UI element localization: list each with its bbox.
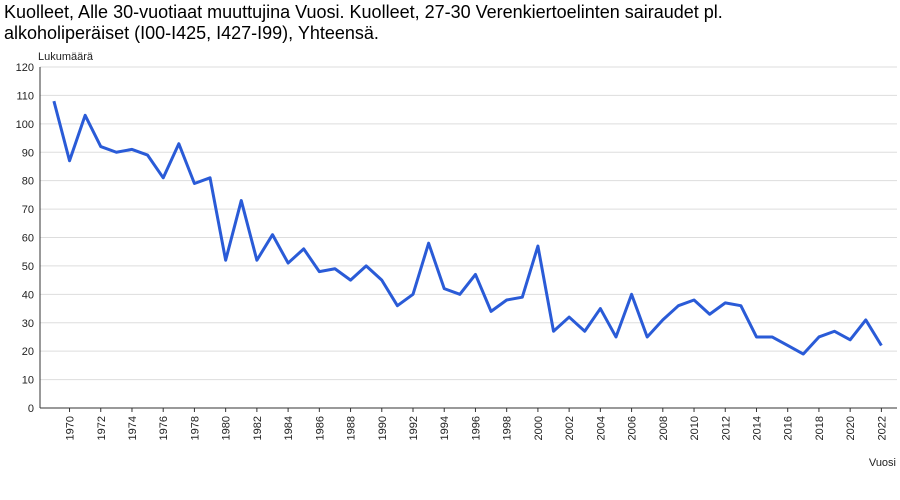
x-tick-label: 1990 [377, 416, 389, 440]
x-tick-label: 2004 [595, 416, 607, 440]
x-tick-label: 1986 [314, 416, 326, 440]
data-line [52, 100, 883, 356]
x-tick-label: 1994 [439, 416, 451, 440]
y-tick-label: 100 [16, 119, 34, 131]
y-tick-label: 90 [22, 147, 34, 159]
x-axis-label: Vuosi [869, 457, 896, 469]
x-tick-label: 1988 [346, 416, 358, 440]
x-tick-label: 1970 [65, 416, 77, 440]
y-tick-label: 10 [22, 375, 34, 387]
y-tick-label: 30 [22, 318, 34, 330]
x-tick-label: 2020 [845, 416, 857, 440]
y-axis-label: Lukumäärä [38, 51, 94, 63]
x-tick-label: 1972 [96, 416, 108, 440]
y-tick-label: 80 [22, 176, 34, 188]
y-tick-label: 110 [16, 90, 34, 102]
x-tick-label: 2016 [783, 416, 795, 440]
x-tick-label: 2006 [627, 416, 639, 440]
y-tick-label: 0 [28, 403, 34, 415]
y-tick-label: 20 [22, 346, 34, 358]
x-tick-label: 2002 [564, 416, 576, 440]
x-tick-label: 1982 [252, 416, 264, 440]
x-tick-label: 1978 [189, 416, 201, 440]
x-tick-label: 1976 [158, 416, 170, 440]
y-tick-label: 50 [22, 261, 34, 273]
x-tick-label: 2022 [876, 416, 888, 440]
y-tick-label: 40 [22, 289, 34, 301]
x-tick-label: 2014 [751, 416, 763, 440]
x-tick-label: 2000 [533, 416, 545, 440]
chart-title: Kuolleet, Alle 30-vuotiaat muuttujina Vu… [4, 2, 723, 43]
x-tick-label: 2010 [689, 416, 701, 440]
x-tick-label: 1992 [408, 416, 420, 440]
y-tick-label: 120 [16, 62, 34, 74]
x-tick-label: 1974 [127, 416, 139, 440]
x-tick-label: 1996 [470, 416, 482, 440]
x-tick-label: 1998 [502, 416, 514, 440]
y-tick-label: 60 [22, 233, 34, 245]
x-tick-label: 2012 [720, 416, 732, 440]
x-tick-label: 2018 [814, 416, 826, 440]
x-tick-label: 1984 [283, 416, 295, 440]
y-tick-label: 70 [22, 204, 34, 216]
x-tick-label: 2008 [658, 416, 670, 440]
x-tick-label: 1980 [221, 416, 233, 440]
